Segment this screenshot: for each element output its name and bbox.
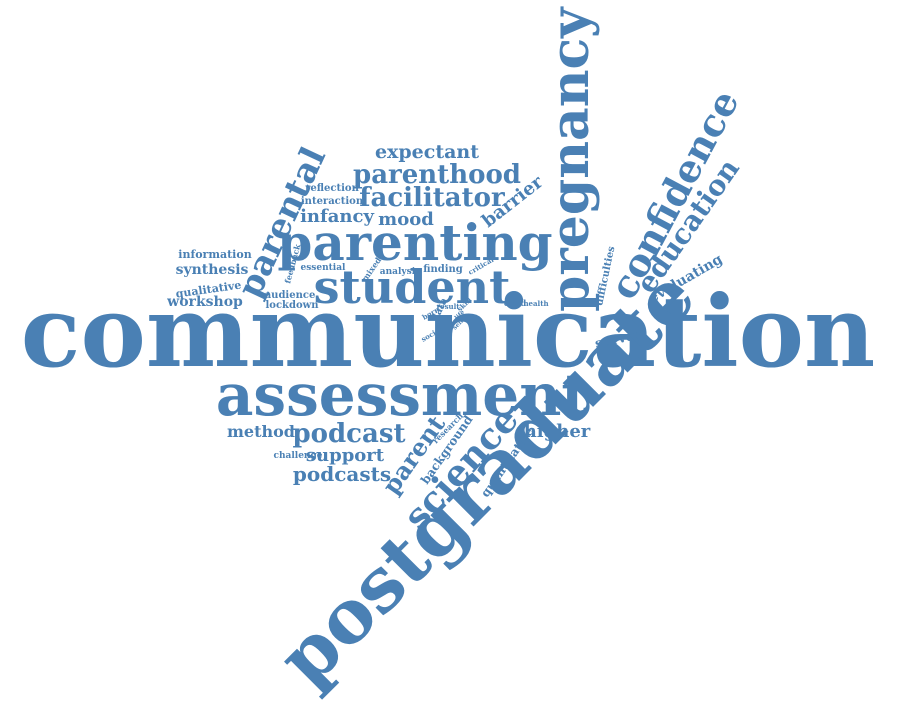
word-analysis: analysis xyxy=(380,267,420,277)
word-infancy: infancy xyxy=(300,206,374,227)
word-finding: finding xyxy=(423,264,463,275)
word-mood: mood xyxy=(378,209,434,230)
word-child: child xyxy=(504,298,527,308)
word-health: health xyxy=(523,299,548,308)
word-assessment: assessment xyxy=(216,361,589,429)
word-challenge: challenge xyxy=(274,451,323,461)
word-podcast: podcast xyxy=(292,419,405,449)
word-parenthood: parenthood xyxy=(353,160,521,190)
word-lockdown: lockdown xyxy=(265,300,319,311)
word-method: method xyxy=(227,422,295,441)
word-expectant: expectant xyxy=(375,141,479,163)
word-result: result xyxy=(436,302,460,311)
word-workshop: workshop xyxy=(166,294,243,310)
word-reflection: reflection xyxy=(305,183,359,194)
word-support: support xyxy=(306,445,385,466)
word-essential: essential xyxy=(301,263,347,273)
word-interaction: interaction xyxy=(301,196,364,207)
word-audience: audience xyxy=(265,290,316,301)
word-facilitator: facilitator xyxy=(359,183,505,213)
word-parenting: parenting xyxy=(277,213,552,272)
word-pregnancy: pregnancy xyxy=(540,6,601,312)
word-information: information xyxy=(178,248,251,261)
word-student: student xyxy=(314,260,511,314)
word-podcasts: podcasts xyxy=(293,462,391,486)
word-higher: higher xyxy=(524,421,591,442)
words-layer: communicationpostgraduateassessmentpregn… xyxy=(21,6,875,703)
word-synthesis: synthesis xyxy=(176,262,249,278)
word-communication: communication xyxy=(21,275,875,390)
